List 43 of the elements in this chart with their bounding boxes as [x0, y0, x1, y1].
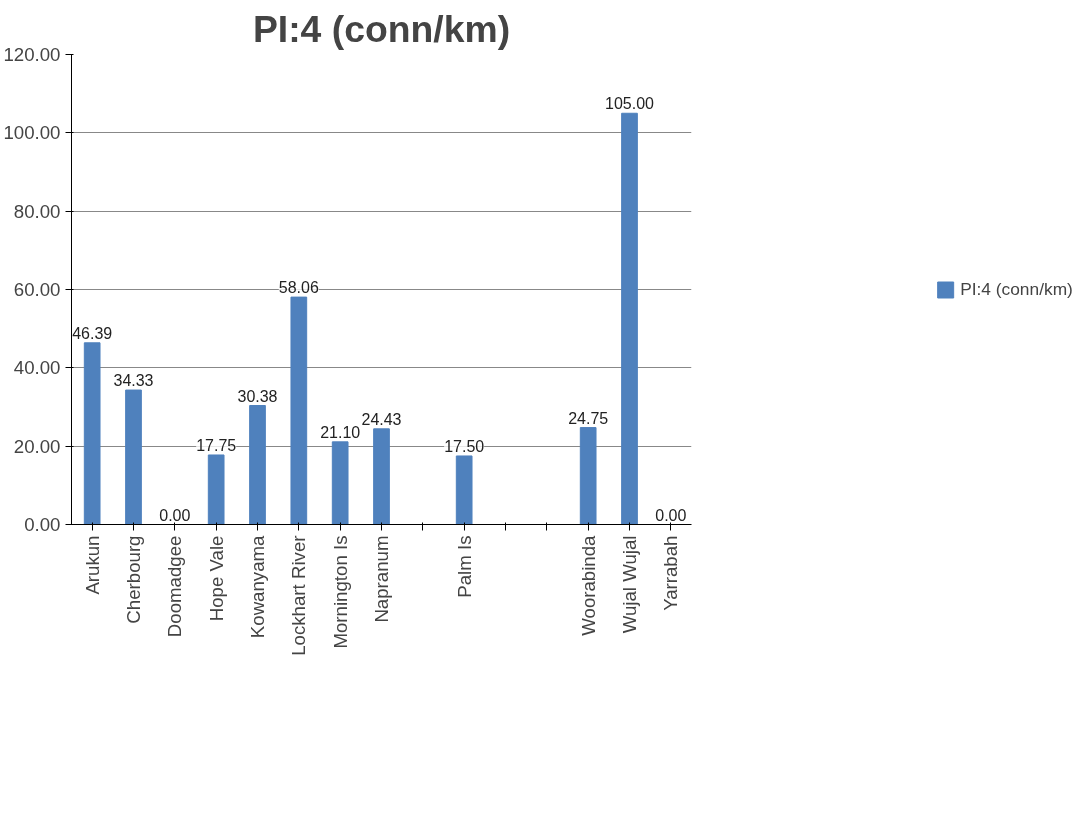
- bar: [249, 405, 266, 525]
- x-tick-label: Yarrabah: [660, 535, 682, 611]
- data-label: 17.75: [196, 436, 237, 454]
- bar: [455, 455, 473, 525]
- legend-label: PI:4 (conn/km): [960, 278, 1073, 300]
- bar: [125, 389, 142, 525]
- bar: [207, 454, 225, 525]
- bar: [579, 427, 597, 525]
- x-tick-label: Cherbourg: [123, 535, 144, 624]
- x-tick-label: Arukun: [81, 535, 103, 595]
- x-tick-label: Kowanyama: [247, 534, 268, 639]
- y-tick-label: 20.00: [13, 435, 61, 457]
- data-label: 105.00: [605, 95, 655, 113]
- x-tick-label: Doomadgee: [164, 535, 186, 638]
- chart-title: PI:4 (conn/km): [252, 7, 511, 50]
- data-label: 0.00: [655, 506, 687, 524]
- bar: [83, 342, 101, 525]
- x-tick-label: Hope Vale: [205, 535, 227, 622]
- data-label: 30.38: [237, 387, 278, 405]
- x-tick-label: Wujal Wujal: [619, 535, 640, 634]
- x-tick-label: Napranum: [371, 535, 392, 623]
- data-label: 24.75: [568, 409, 609, 427]
- data-label: 17.50: [444, 437, 485, 455]
- bar: [621, 112, 638, 525]
- y-tick-label: 100.00: [3, 122, 61, 144]
- x-tick-label: Lockhart River: [288, 535, 310, 656]
- x-tick-label: Mornington Is: [329, 535, 351, 649]
- y-tick-label: 120.00: [3, 44, 61, 65]
- y-tick-label: 80.00: [13, 200, 61, 222]
- y-tick-label: 40.00: [13, 357, 61, 379]
- data-label: 21.10: [320, 423, 361, 441]
- x-tick-label: Palm Is: [453, 535, 475, 598]
- bar: [331, 441, 349, 525]
- data-label: 46.39: [72, 324, 113, 342]
- y-tick-label: 60.00: [13, 279, 61, 300]
- data-label: 58.06: [278, 279, 319, 297]
- y-tick-label: 0.00: [24, 514, 61, 535]
- data-label: 0.00: [159, 506, 191, 524]
- bar: [373, 428, 390, 525]
- x-tick-label: Woorabinda: [577, 534, 599, 636]
- bar: [290, 296, 308, 525]
- data-label: 24.43: [361, 410, 402, 428]
- data-label: 34.33: [113, 372, 154, 390]
